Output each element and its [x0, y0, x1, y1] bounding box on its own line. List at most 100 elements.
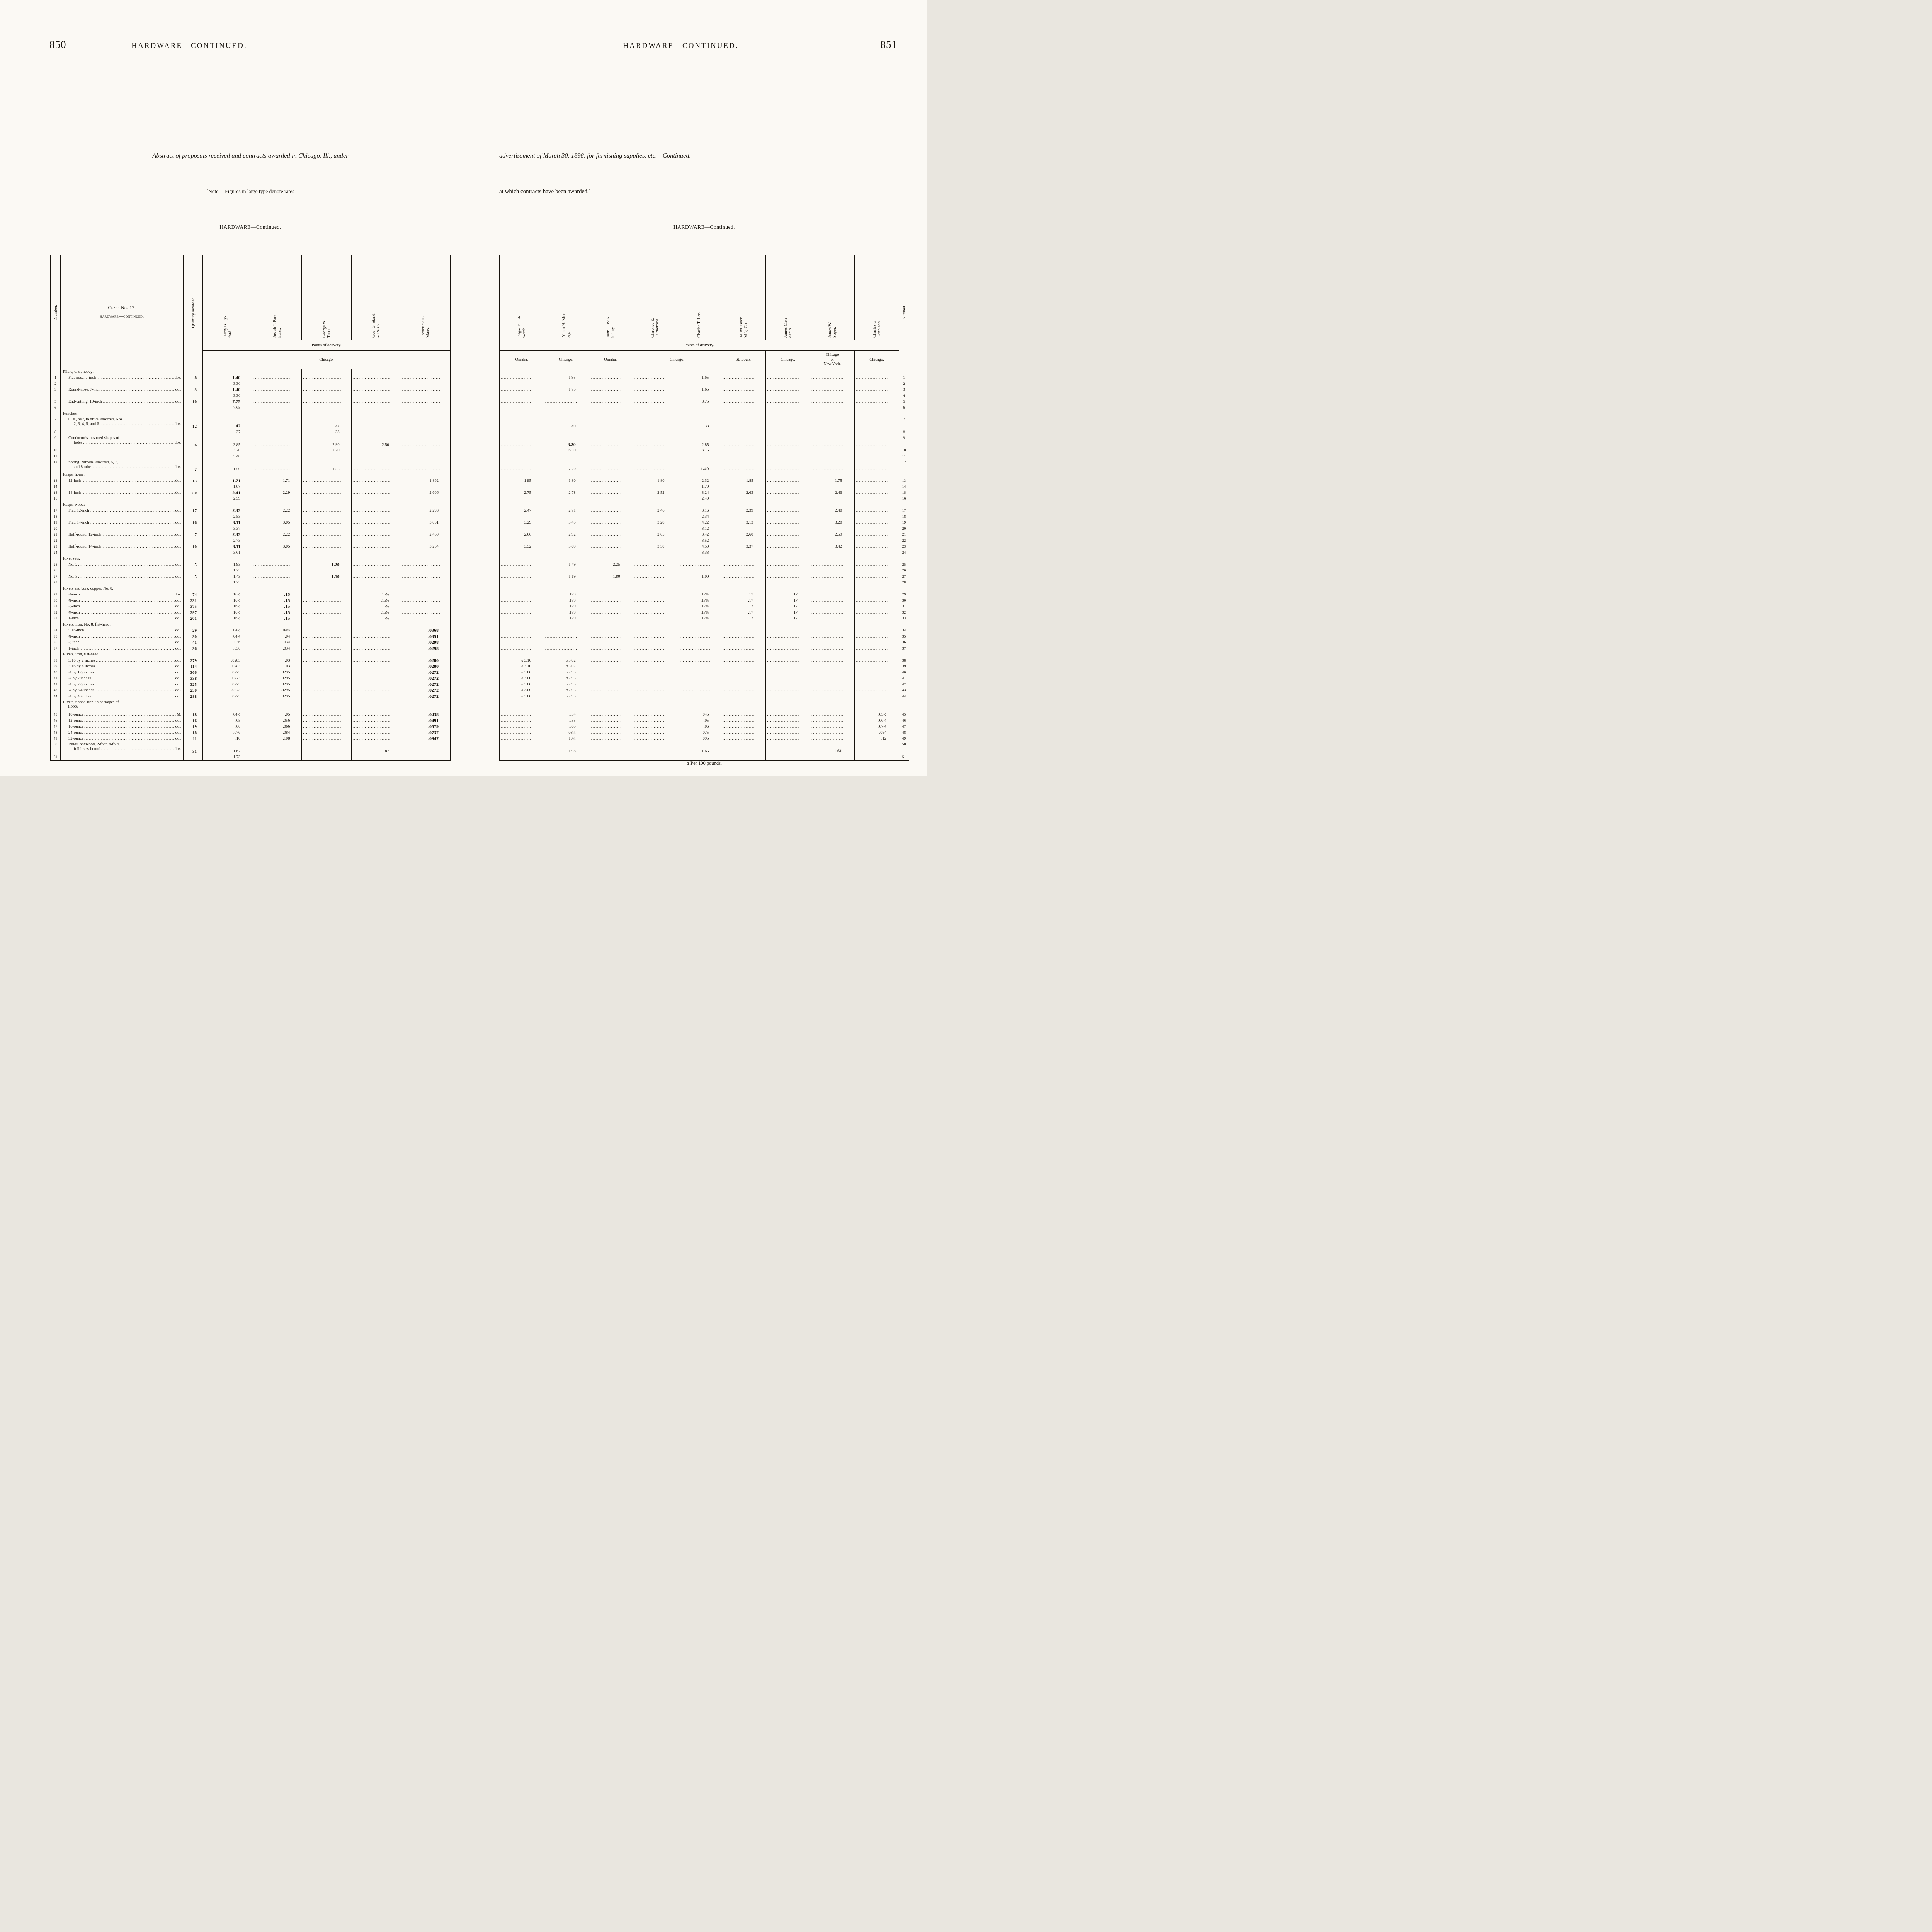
bidder-column-header: Harry B. Ly- ford.: [202, 255, 253, 340]
dotted-leader: ........................................…: [856, 400, 888, 404]
price-cell: [351, 496, 401, 502]
dotted-leader: ........................................…: [634, 719, 666, 723]
table-row: ........................................…: [499, 417, 909, 429]
table-row: 31 ½-inch................................…: [50, 604, 451, 610]
price-cell: [202, 586, 253, 592]
price-cell: [400, 502, 451, 508]
price-cell: ........................................…: [854, 478, 899, 484]
price-cell: a 2.93: [543, 675, 588, 682]
price-cell: ........................................…: [810, 387, 855, 393]
price-cell: ........................................…: [632, 694, 677, 700]
price-cell: ........................................…: [499, 592, 544, 598]
price-cell: ........................................…: [854, 742, 899, 754]
dotted-leader: ........................................…: [79, 646, 175, 651]
row-number: 27: [899, 574, 909, 580]
price-cell: [301, 586, 352, 592]
price-cell: [765, 526, 811, 532]
section-header-text: Punches:: [63, 412, 78, 416]
price-cell: ........................................…: [301, 670, 352, 676]
dotted-leader: ........................................…: [723, 694, 754, 699]
item-text: End-cutting, 10-inch....................…: [61, 400, 183, 404]
price-cell: ........................................…: [301, 724, 352, 730]
price-cell: ........................................…: [721, 742, 766, 754]
price-cell: 2.73: [202, 538, 253, 544]
dotted-leader: ........................................…: [589, 670, 621, 675]
price-cell: .0272: [400, 687, 451, 694]
item-text: ⅜-inch..................................…: [61, 634, 183, 639]
price-value: .05: [235, 718, 241, 723]
dotted-leader: ........................................…: [634, 593, 666, 597]
price-cell: 3.85: [202, 435, 253, 448]
price-cell: ........................................…: [588, 670, 633, 676]
book-spread: 850 HARDWARE—CONTINUED. Abstract of prop…: [0, 0, 927, 776]
price-value: .04¼: [282, 628, 290, 633]
price-value: .15½: [381, 616, 389, 621]
price-cell: ........................................…: [677, 646, 722, 652]
price-cell: 2.46: [632, 508, 677, 514]
price-cell: ........................................…: [588, 459, 633, 472]
price-cell: ........................................…: [854, 675, 899, 682]
table-row: 44 ¼ by 4 inches.........................…: [50, 694, 451, 700]
dotted-leader: ........................................…: [678, 682, 710, 687]
table-row: 16 2.59: [50, 496, 451, 502]
table-row: a 3.00 a 2.93............................…: [499, 687, 909, 694]
row-number: 34: [50, 628, 61, 634]
item-description: End-cutting, 10-inch....................…: [60, 399, 184, 405]
dotted-leader: ........................................…: [634, 658, 666, 663]
price-value: .12: [881, 736, 886, 741]
price-cell: .094: [854, 730, 899, 736]
price-cell: .045: [677, 712, 722, 718]
price-cell: [677, 699, 722, 712]
price-cell: ........................................…: [721, 639, 766, 646]
price-cell: [854, 622, 899, 628]
item-description: [60, 514, 184, 520]
row-number: 23: [899, 544, 909, 550]
price-cell: [854, 393, 899, 399]
price-cell: ........................................…: [351, 670, 401, 676]
dotted-leader: ........................................…: [545, 629, 577, 633]
dotted-leader: ........................................…: [723, 689, 754, 693]
price-cell: 2.41: [202, 490, 253, 496]
item-text: 1-inch: [68, 646, 79, 651]
price-value: 2.60: [746, 532, 753, 537]
price-cell: ........................................…: [721, 670, 766, 676]
row-number: [899, 586, 909, 592]
price-value: 2.293: [429, 509, 439, 513]
price-cell: [400, 586, 451, 592]
price-value: .38: [334, 430, 340, 434]
dotted-leader: ........................................…: [811, 575, 843, 579]
item-text: 12-inch: [68, 478, 81, 483]
price-cell: [588, 454, 633, 460]
price-value: .0298: [428, 639, 439, 645]
price-cell: 3.50: [632, 544, 677, 550]
unit-label: doz..: [174, 747, 182, 751]
price-cell: .0273: [202, 682, 253, 688]
price-cell: ........................................…: [351, 562, 401, 568]
row-number: 26: [899, 568, 909, 574]
row-number: 15: [899, 490, 909, 496]
price-value: .42: [235, 423, 241, 429]
price-cell: ........................................…: [854, 508, 899, 514]
dotted-leader: ........................................…: [723, 665, 754, 669]
row-number: 22: [50, 538, 61, 544]
row-number: [50, 369, 61, 375]
price-cell: 1.71: [202, 478, 253, 484]
row-number: 34: [899, 628, 909, 634]
price-value: 2.22: [283, 509, 290, 513]
dotted-leader: ........................................…: [96, 665, 175, 669]
item-description: Spring, harness, assorted, 6, 7, and 8 tu…: [60, 459, 184, 472]
row-number: 12: [50, 459, 61, 472]
dotted-leader: ........................................…: [589, 634, 621, 639]
price-cell: ........................................…: [588, 387, 633, 393]
dotted-leader: ........................................…: [545, 646, 577, 651]
unit-label: do...: [175, 616, 182, 621]
row-number: 6: [899, 405, 909, 411]
quantity-cell: [183, 622, 203, 628]
dotted-leader: ........................................…: [352, 545, 390, 549]
price-cell: 2.33: [202, 532, 253, 538]
price-cell: .095: [677, 736, 722, 742]
item-description: ⅜-inch..................................…: [60, 598, 184, 604]
dotted-leader: ........................................…: [80, 611, 175, 615]
price-cell: [499, 586, 544, 592]
dotted-leader: ........................................…: [402, 593, 440, 597]
